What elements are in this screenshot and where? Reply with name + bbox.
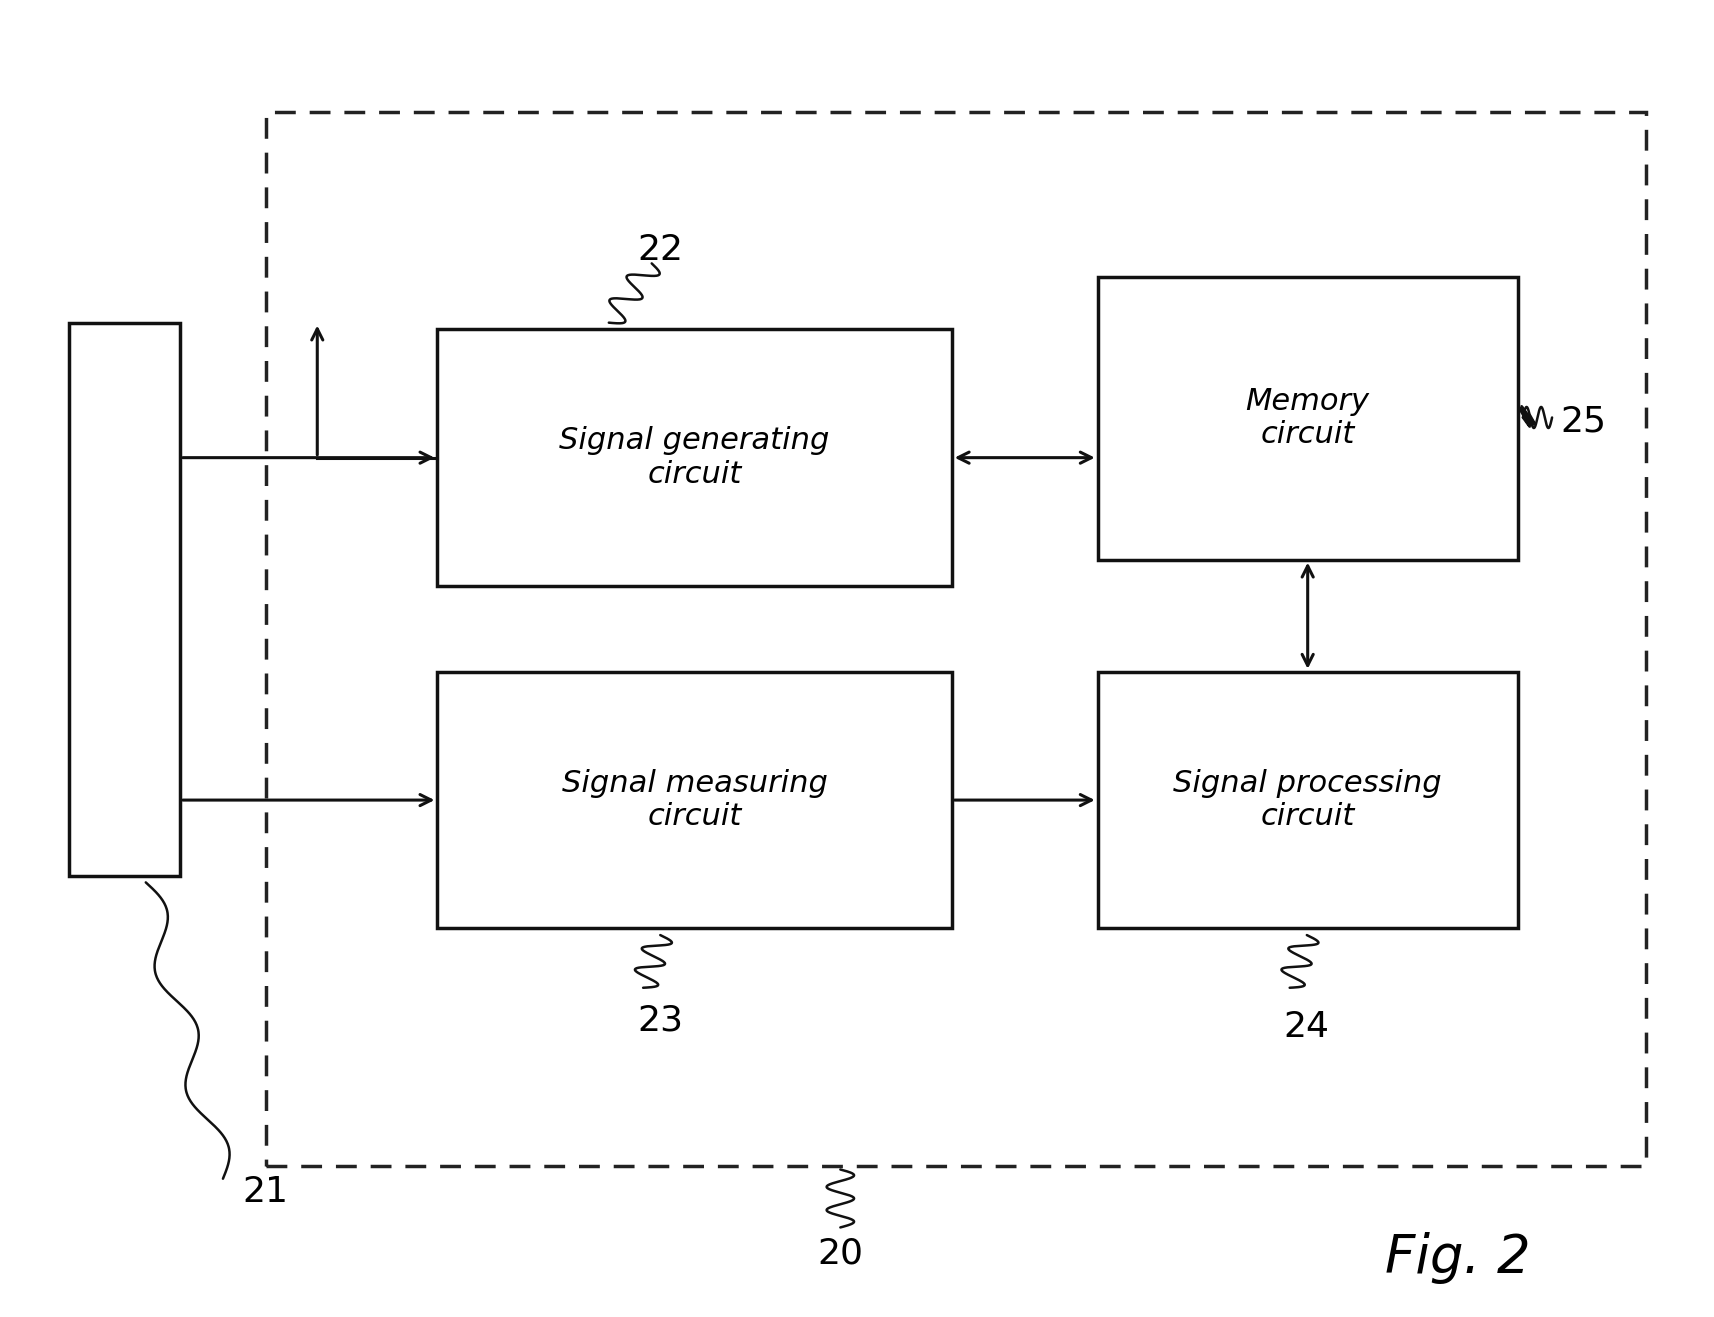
Text: 21: 21 [243, 1175, 288, 1209]
FancyBboxPatch shape [437, 672, 951, 928]
Text: 22: 22 [638, 233, 682, 267]
FancyBboxPatch shape [69, 323, 180, 876]
Text: 25: 25 [1560, 404, 1606, 439]
FancyBboxPatch shape [437, 329, 951, 586]
Text: Fig. 2: Fig. 2 [1385, 1231, 1529, 1284]
Bar [266, 112, 1645, 1166]
Text: 24: 24 [1284, 1010, 1328, 1044]
FancyBboxPatch shape [1097, 672, 1517, 928]
Text: Signal measuring
circuit: Signal measuring circuit [560, 769, 828, 831]
Text: Signal generating
circuit: Signal generating circuit [559, 427, 830, 489]
Text: 23: 23 [638, 1004, 682, 1038]
Text: Memory
circuit: Memory circuit [1244, 387, 1369, 449]
FancyBboxPatch shape [1097, 277, 1517, 560]
Text: 20: 20 [818, 1237, 862, 1271]
Text: Signal processing
circuit: Signal processing circuit [1172, 769, 1441, 831]
